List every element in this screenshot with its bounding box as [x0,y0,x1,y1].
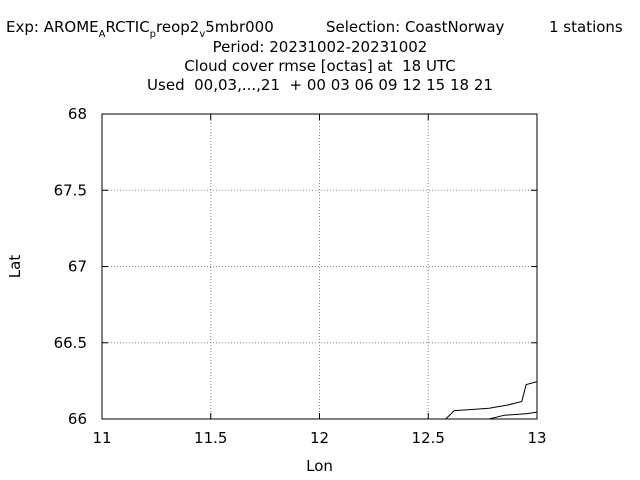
x-axis-label: Lon [306,457,333,475]
y-axis-label: Lat [6,255,24,279]
coastline-group [445,381,538,420]
y-tick-label: 67 [68,258,87,276]
used-hours-label: Used 00,03,...,21 + 00 03 06 09 12 15 18… [147,76,493,94]
x-tick-label: 12 [310,429,329,447]
y-tick-label: 67.5 [54,181,87,199]
experiment-label: Exp: AROMEARCTICpreop2v5mbr000 [6,18,274,40]
x-tick-labels: 11 11.5 12 12.5 13 [92,429,546,447]
exp-prefix: Exp: AROME [6,18,99,36]
exp-end: 5mbr000 [205,18,274,36]
coastline [488,411,538,420]
coastline [445,381,538,420]
selection-label: Selection: CoastNorway [326,18,505,36]
exp-subscript-v: v [199,29,206,40]
exp-subscript-p: p [149,29,157,40]
grid-lines [102,114,537,419]
stations-label: 1 stations [549,18,623,36]
y-tick-label: 66.5 [54,334,87,352]
period-label: Period: 20231002-20231002 [212,38,428,56]
tick-marks [101,113,538,420]
y-tick-label: 68 [68,105,87,123]
chart-subtitle: Cloud cover rmse [octas] at 18 UTC [184,57,456,75]
y-tick-labels: 66 66.5 67 67.5 68 [54,105,87,428]
exp-mid: RCTIC [105,18,150,36]
x-tick-label: 12.5 [412,429,445,447]
x-tick-label: 11 [92,429,111,447]
x-tick-label: 13 [527,429,546,447]
y-tick-label: 66 [68,410,87,428]
x-tick-label: 11.5 [194,429,227,447]
exp-mid2: reop2 [156,18,200,36]
exp-subscript-a: A [98,29,106,40]
